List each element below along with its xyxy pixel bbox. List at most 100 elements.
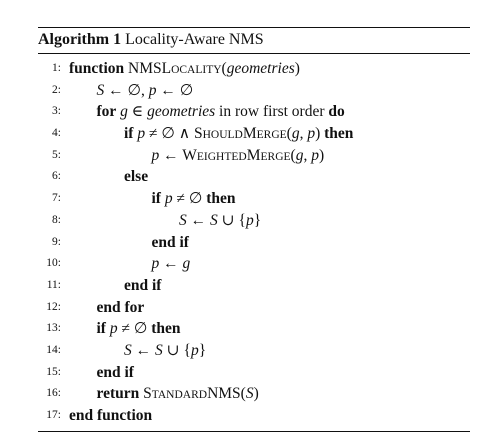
code-token: M	[246, 146, 261, 164]
code-token: ∪ {	[162, 341, 191, 359]
code-token: if	[96, 320, 106, 338]
code-token: p	[151, 146, 160, 164]
pseudocode-line: 10: p ← g	[38, 253, 470, 275]
code-token: p	[151, 255, 160, 273]
code-token: p	[307, 125, 316, 143]
code-token: (	[290, 146, 296, 164]
pseudocode-line: 12: end for	[38, 297, 470, 319]
code-token: )	[318, 146, 325, 164]
code-token: then	[324, 125, 354, 143]
code-token: (	[221, 60, 227, 77]
algorithm-caption: Algorithm 1 Locality-Aware NMS	[38, 28, 470, 50]
line-code: for g ∈ geometries in row first order do	[97, 101, 345, 123]
code-token: p	[311, 146, 319, 164]
code-token: geometries	[147, 103, 216, 121]
line-number: 17:	[46, 409, 61, 421]
code-token: )	[253, 385, 259, 403]
line-number: 14:	[46, 343, 61, 356]
code-token: then	[206, 190, 236, 208]
code-token: ≠ ∅	[172, 190, 207, 208]
code-token: function	[69, 60, 125, 77]
code-token: ∪ {	[217, 211, 246, 229]
line-number: 7:	[52, 192, 61, 205]
code-token: ,	[299, 125, 308, 143]
line-number: 8:	[52, 213, 61, 226]
pseudocode-line: 17: end function	[38, 405, 470, 427]
line-code: if p ≠ ∅ then	[97, 318, 181, 340]
code-token: end for	[96, 298, 145, 316]
code-token: L	[161, 60, 172, 77]
code-token: S	[155, 341, 163, 359]
code-token: M	[242, 125, 257, 143]
code-token: if	[151, 190, 161, 208]
code-token: S	[139, 385, 152, 403]
code-token: end function	[69, 407, 153, 424]
code-token: ,	[303, 146, 312, 164]
code-token: then	[151, 320, 181, 338]
line-number: 13:	[46, 322, 61, 335]
code-token: S	[210, 211, 218, 229]
algorithm-block: Algorithm 1 Locality-Aware NMS 1: functio…	[38, 27, 470, 432]
line-code: p ← WEIGHTEDMERGE(g, p)	[152, 145, 325, 169]
code-token: S	[124, 341, 132, 359]
line-code: if p ≠ ∅ ∧ SHOULDMERGE(g, p) then	[124, 123, 353, 147]
code-token: EIGHTED	[196, 150, 247, 163]
code-token: ∈	[127, 103, 148, 121]
line-code: return STANDARDNMS(S)	[97, 383, 259, 407]
code-token: TANDARD	[151, 389, 208, 402]
code-token: S	[96, 81, 105, 99]
line-code: else	[124, 166, 148, 188]
code-token: else	[124, 168, 149, 186]
code-token: end if	[124, 276, 162, 294]
pseudocode-line: 11: end if	[38, 275, 470, 297]
line-number: 5:	[52, 148, 61, 161]
line-number: 2:	[52, 83, 61, 96]
line-code: p ← g	[152, 253, 191, 275]
pseudocode-line: 1: function NMSLOCALITY(geometries)	[38, 58, 470, 80]
code-token: }	[198, 341, 207, 359]
line-number: 15:	[46, 365, 61, 378]
code-token: OCALITY	[171, 64, 222, 76]
code-token: ←	[159, 255, 183, 273]
line-number: 6:	[52, 170, 61, 183]
pseudocode-line: 5: p ← WEIGHTEDMERGE(g, p)	[38, 145, 470, 167]
code-token: NMS	[124, 60, 162, 77]
code-token: }	[253, 211, 262, 229]
line-number: 16:	[46, 387, 61, 400]
pseudocode-line: 13: if p ≠ ∅ then	[38, 318, 470, 340]
line-number: 3:	[52, 105, 61, 118]
line-code: S ← S ∪ {p}	[124, 340, 206, 362]
line-number: 4:	[52, 127, 61, 140]
code-token: end if	[96, 363, 134, 381]
line-number: 9:	[52, 235, 61, 248]
code-token: p	[160, 190, 173, 208]
line-number: 10:	[46, 257, 61, 270]
pseudocode-line: 8: S ← S ∪ {p}	[38, 210, 470, 232]
code-token: end if	[151, 233, 189, 251]
caption-rule	[38, 53, 470, 54]
code-token: ERGE	[260, 150, 291, 163]
code-token: g	[291, 125, 300, 143]
top-rule	[38, 27, 470, 28]
code-token: (	[286, 125, 292, 143]
pseudocode-line: 9: end if	[38, 232, 470, 254]
code-token: ← ∅	[156, 81, 194, 99]
pseudocode-lines: 1: function NMSLOCALITY(geometries) 2: S ← …	[38, 54, 470, 427]
line-number: 1:	[52, 62, 61, 74]
line-number: 12:	[46, 300, 61, 313]
code-token: )	[294, 60, 300, 77]
code-token: S	[193, 125, 203, 143]
pseudocode-line: 14: S ← S ∪ {p}	[38, 340, 470, 362]
pseudocode-line: 4: if p ≠ ∅ ∧ SHOULDMERGE(g, p) then	[38, 123, 470, 145]
code-token: W	[182, 146, 197, 164]
code-token: if	[124, 125, 134, 143]
code-token: ERGE	[256, 129, 287, 142]
line-code: end if	[152, 232, 189, 254]
algorithm-title: Locality-Aware NMS	[125, 31, 264, 48]
code-token: do	[328, 103, 345, 121]
line-code: end if	[97, 362, 134, 384]
pseudocode-line: 2: S ← ∅, p ← ∅	[38, 80, 470, 102]
code-token: g	[182, 255, 191, 273]
code-token: for	[96, 103, 117, 121]
algorithm-label: Algorithm 1	[38, 31, 122, 48]
